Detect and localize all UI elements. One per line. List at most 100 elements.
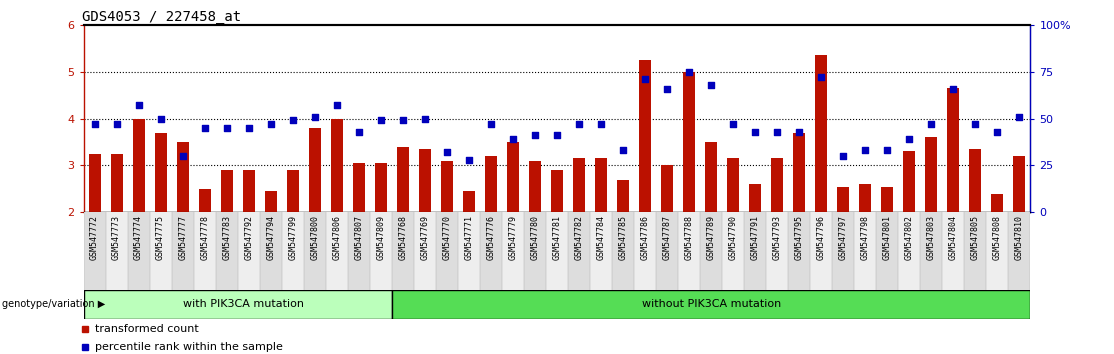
Bar xyxy=(458,212,480,290)
Bar xyxy=(634,212,656,290)
Text: GSM547796: GSM547796 xyxy=(817,215,825,260)
Bar xyxy=(838,187,849,212)
Text: GSM547797: GSM547797 xyxy=(839,215,848,260)
Point xyxy=(240,125,257,131)
Text: GSM547777: GSM547777 xyxy=(178,215,187,260)
Bar xyxy=(149,212,172,290)
Bar xyxy=(414,212,436,290)
Bar xyxy=(986,212,1008,290)
Text: GSM547804: GSM547804 xyxy=(949,215,958,260)
Text: GSM547803: GSM547803 xyxy=(927,215,936,260)
Bar xyxy=(133,119,145,212)
Bar xyxy=(705,142,717,212)
Bar xyxy=(397,147,409,212)
Bar xyxy=(947,88,959,212)
Point xyxy=(812,74,830,80)
Bar xyxy=(529,161,541,212)
Text: GSM547787: GSM547787 xyxy=(663,215,672,260)
Text: GSM547790: GSM547790 xyxy=(729,215,737,260)
Bar xyxy=(965,212,986,290)
Text: GSM547776: GSM547776 xyxy=(487,215,496,260)
Bar xyxy=(722,212,744,290)
Bar xyxy=(286,170,299,212)
Bar xyxy=(282,212,304,290)
Point xyxy=(746,129,764,135)
Bar xyxy=(546,212,568,290)
Bar xyxy=(920,212,942,290)
Bar xyxy=(678,212,700,290)
Bar xyxy=(854,212,877,290)
Point xyxy=(372,118,390,123)
Bar xyxy=(436,212,458,290)
Text: GSM547798: GSM547798 xyxy=(861,215,870,260)
Bar xyxy=(392,212,414,290)
Point xyxy=(614,148,632,153)
Bar xyxy=(265,191,276,212)
Text: with PIK3CA mutation: with PIK3CA mutation xyxy=(183,299,304,309)
Point xyxy=(526,133,544,138)
Bar xyxy=(243,170,255,212)
Point xyxy=(834,153,852,159)
Bar xyxy=(815,55,828,212)
Text: GSM547801: GSM547801 xyxy=(882,215,892,260)
Bar xyxy=(727,159,740,212)
Bar xyxy=(304,212,325,290)
Bar xyxy=(84,290,392,319)
Bar xyxy=(832,212,854,290)
Bar xyxy=(331,119,343,212)
Text: GSM547791: GSM547791 xyxy=(751,215,760,260)
Bar xyxy=(110,154,123,212)
Bar xyxy=(683,72,695,212)
Point xyxy=(988,129,1006,135)
Text: GSM547792: GSM547792 xyxy=(244,215,253,260)
Bar xyxy=(480,212,502,290)
Point xyxy=(900,136,918,142)
Bar xyxy=(485,156,497,212)
Text: GSM547810: GSM547810 xyxy=(1015,215,1024,260)
Text: GSM547795: GSM547795 xyxy=(794,215,803,260)
Point xyxy=(570,121,588,127)
Bar xyxy=(661,165,673,212)
Text: GSM547778: GSM547778 xyxy=(201,215,209,260)
Text: GSM547772: GSM547772 xyxy=(90,215,99,260)
Text: GSM547806: GSM547806 xyxy=(332,215,341,260)
Bar xyxy=(1014,156,1026,212)
Text: GSM547770: GSM547770 xyxy=(442,215,451,260)
Bar xyxy=(595,159,607,212)
Text: GSM547769: GSM547769 xyxy=(420,215,429,260)
Point xyxy=(108,121,126,127)
Bar xyxy=(370,212,392,290)
Bar xyxy=(348,212,370,290)
Bar xyxy=(568,212,590,290)
Bar xyxy=(744,212,766,290)
Point xyxy=(857,148,874,153)
Bar xyxy=(353,163,365,212)
Point xyxy=(636,76,654,82)
Point xyxy=(504,136,521,142)
Bar xyxy=(903,152,916,212)
Text: GSM547781: GSM547781 xyxy=(553,215,561,260)
Text: GSM547779: GSM547779 xyxy=(508,215,518,260)
Bar xyxy=(700,212,722,290)
Text: GSM547800: GSM547800 xyxy=(311,215,320,260)
Bar xyxy=(198,189,211,212)
Bar xyxy=(172,212,194,290)
Text: GSM547794: GSM547794 xyxy=(266,215,275,260)
Bar xyxy=(859,184,871,212)
Text: GSM547773: GSM547773 xyxy=(113,215,121,260)
Text: GSM547807: GSM547807 xyxy=(354,215,363,260)
Text: GSM547808: GSM547808 xyxy=(993,215,1001,260)
Text: GSM547788: GSM547788 xyxy=(685,215,694,260)
Bar xyxy=(84,212,106,290)
Text: without PIK3CA mutation: without PIK3CA mutation xyxy=(642,299,781,309)
Bar xyxy=(969,149,981,212)
Bar xyxy=(590,212,612,290)
Text: GSM547784: GSM547784 xyxy=(596,215,606,260)
Point xyxy=(394,118,412,123)
Point xyxy=(769,129,786,135)
Text: GSM547774: GSM547774 xyxy=(134,215,143,260)
Bar xyxy=(106,212,128,290)
Bar xyxy=(942,212,965,290)
Bar xyxy=(441,161,453,212)
Text: GSM547771: GSM547771 xyxy=(465,215,473,260)
